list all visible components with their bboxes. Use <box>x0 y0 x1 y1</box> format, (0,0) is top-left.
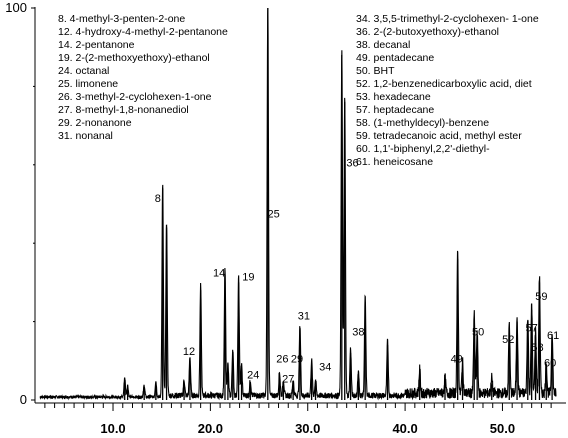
peak-label: 50 <box>472 326 484 338</box>
legend-item: 24. octanal <box>58 65 109 77</box>
legend-item: 52. 1,2-benzenedicarboxylic acid, diet <box>356 78 532 90</box>
axes <box>34 7 566 404</box>
peak-label: 57 <box>526 322 538 334</box>
legend-item: 58. (1-methyldecyl)-benzene <box>356 117 489 129</box>
peak-label: 36 <box>346 158 358 170</box>
y-tick-label: 0 <box>20 392 27 407</box>
y-ticks: 0 100 <box>5 0 35 407</box>
peak-label: 31 <box>298 311 310 323</box>
legend-item: 53. hexadecane <box>356 91 431 103</box>
legend-item: 31. nonanal <box>58 130 113 142</box>
legend-item: 61. heneicosane <box>356 156 433 168</box>
peak-label: 19 <box>242 271 254 283</box>
legend-item: 14. 2-pentanone <box>58 39 135 51</box>
x-tick-label: 50.0 <box>490 421 515 436</box>
peak-label: 49 <box>451 354 463 366</box>
trace-line <box>39 7 557 401</box>
peak-labels: 8 12 14 19 24 25 26 27 29 31 34 36 38 49 50 52 57 58 59 61 6… <box>155 158 559 386</box>
legend-item: 27. 8-methyl-1,8-nonanediol <box>58 104 189 116</box>
legend-item: 36. 2-(2-butoxyethoxy)-ethanol <box>356 26 499 38</box>
peak-label: 12 <box>183 346 195 358</box>
legend-item: 19. 2-(2-methoxyethoxy)-ethanol <box>58 52 210 64</box>
peak-label: 52 <box>502 334 514 346</box>
peak-label: 60 <box>544 358 556 370</box>
legend-item: 49. pentadecane <box>356 52 434 64</box>
x-ticks: 10.0 20.0 30.0 40.0 50.0 <box>44 403 552 436</box>
peak-label: 61 <box>547 330 559 342</box>
legend-item: 12. 4-hydroxy-4-methyl-2-pentanone <box>58 26 228 38</box>
legend-item: 29. 2-nonanone <box>58 117 132 129</box>
legend-item: 59. tetradecanoic acid, methyl ester <box>356 130 522 142</box>
legend-item: 8. 4-methyl-3-penten-2-one <box>58 13 185 25</box>
y-tick-label: 100 <box>5 0 27 15</box>
legend-item: 25. limonene <box>58 78 118 90</box>
chromatogram-trace <box>39 7 557 401</box>
peak-label: 34 <box>319 362 331 374</box>
x-tick-label: 30.0 <box>295 421 320 436</box>
legend-item: 26. 3-methyl-2-cyclohexen-1-one <box>58 91 212 103</box>
legend-item: 50. BHT <box>356 65 395 77</box>
peak-label: 58 <box>531 342 543 354</box>
peak-label: 8 <box>155 193 161 205</box>
legend-item: 34. 3,5,5-trimethyl-2-cyclohexen- 1-one <box>356 13 539 25</box>
legend-right-column: 34. 3,5,5-trimethyl-2-cyclohexen- 1-one3… <box>356 13 539 168</box>
peak-label: 38 <box>352 326 364 338</box>
x-tick-label: 20.0 <box>198 421 223 436</box>
legend-item: 57. heptadecane <box>356 104 434 116</box>
peak-label: 25 <box>268 209 280 221</box>
x-tick-label: 40.0 <box>392 421 417 436</box>
legend-item: 60. 1,1'-biphenyl,2,2'-diethyl- <box>356 143 490 155</box>
peak-label: 26 <box>276 354 288 366</box>
peak-label: 29 <box>291 354 303 366</box>
peak-label: 24 <box>247 369 259 381</box>
legend-item: 38. decanal <box>356 39 410 51</box>
peak-label: 59 <box>535 291 547 303</box>
x-tick-label: 10.0 <box>100 421 125 436</box>
peak-label: 27 <box>282 373 294 385</box>
peak-label: 14 <box>213 267 225 279</box>
